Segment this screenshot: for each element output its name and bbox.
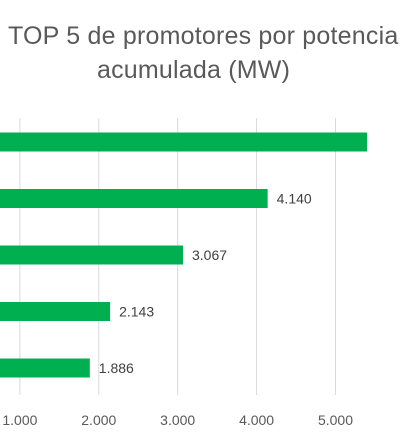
bar-4 [0,358,90,378]
x-tick-label-0: 1.000 [2,412,37,428]
x-tick-label-1: 2.000 [81,412,116,428]
bar-3 [0,302,111,321]
chart-title: TOP 5 de promotores por potencia acumula… [0,22,400,92]
data-label-1: 4.140 [277,191,312,207]
bar-1 [0,189,268,208]
x-tick-label-3: 4.000 [239,412,274,428]
x-axis-tick-labels: 1.000 2.000 3.000 4.000 5.000 [2,412,353,428]
data-labels: 4.140 3.067 2.143 1.886 [99,191,312,377]
data-label-3: 2.143 [119,304,154,320]
bar-0 [0,132,368,152]
x-tick-label-4: 5.000 [318,412,353,428]
chart-title-line-1: TOP 5 de promotores por potencia [8,22,399,50]
data-label-4: 1.886 [99,360,134,376]
bar-2 [0,245,183,265]
data-label-2: 3.067 [192,247,227,263]
bars [0,132,368,378]
chart-title-line-2: acumulada (MW) [97,56,291,84]
x-tick-label-2: 3.000 [160,412,195,428]
